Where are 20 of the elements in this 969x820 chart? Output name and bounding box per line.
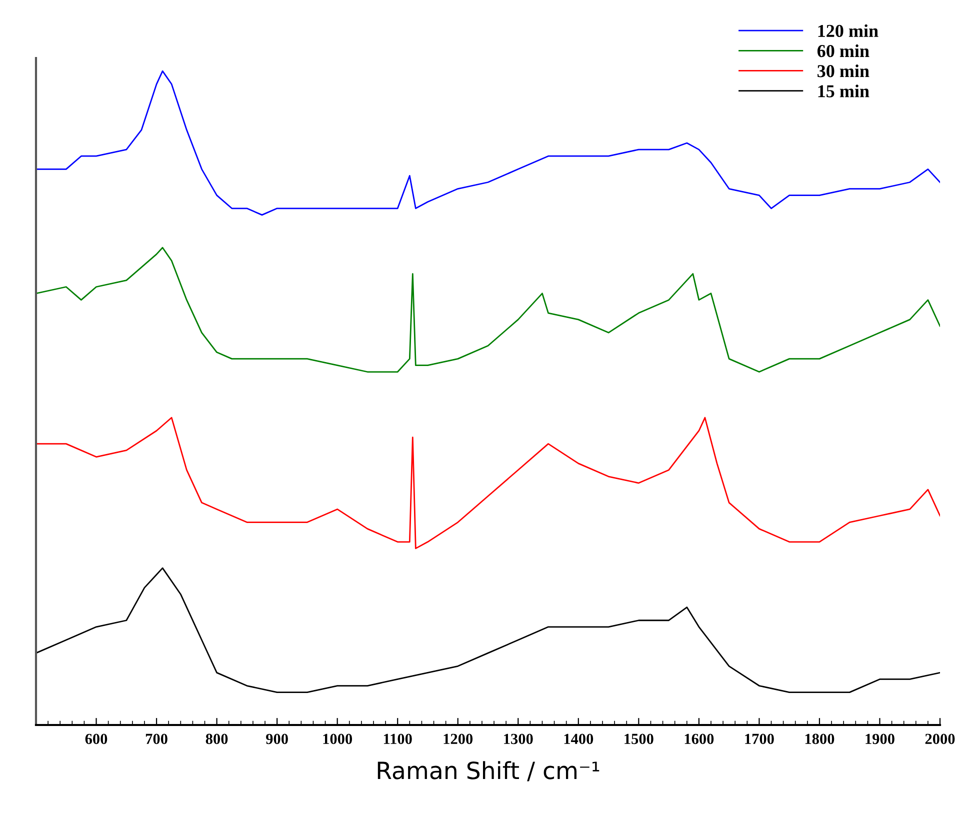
- x-tick-label: 1000: [323, 734, 352, 744]
- legend-label: 15 min: [818, 84, 870, 98]
- x-tick-label: 800: [206, 734, 228, 744]
- x-tick-label: 1700: [745, 734, 774, 744]
- x-tick-label: 600: [85, 734, 108, 744]
- legend-label: 60 min: [817, 44, 870, 58]
- x-tick-label: 2000: [925, 734, 955, 744]
- x-tick-label: 1500: [624, 734, 654, 744]
- x-tick-label: 1100: [384, 734, 412, 744]
- x-tick-label: 1300: [504, 734, 533, 744]
- x-tick-label: 1900: [866, 734, 894, 744]
- x-tick-label: 1800: [805, 734, 834, 744]
- x-tick-label: 900: [266, 734, 288, 744]
- x-tick-label: 700: [146, 734, 168, 744]
- x-tick-label: 1400: [564, 734, 594, 744]
- legend-label: 120 min: [818, 24, 878, 38]
- x-tick-label: 1600: [684, 734, 714, 744]
- x-axis-title: Raman Shift / cm⁻¹: [378, 761, 600, 782]
- legend-label: 30 min: [818, 64, 870, 78]
- x-tick-label: 1200: [444, 734, 473, 744]
